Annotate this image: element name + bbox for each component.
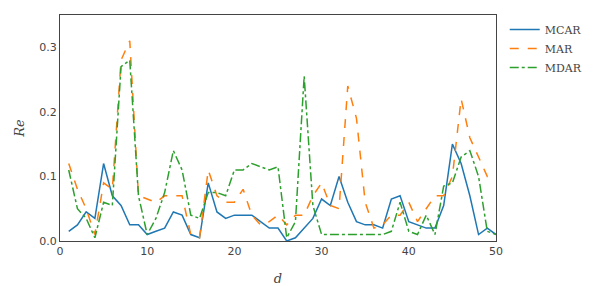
svg-text:MCAR: MCAR <box>545 24 582 37</box>
svg-text:20: 20 <box>227 245 241 258</box>
svg-text:MAR: MAR <box>545 43 573 56</box>
svg-text:50: 50 <box>489 245 503 258</box>
svg-text:40: 40 <box>402 245 416 258</box>
svg-text:0.3: 0.3 <box>39 41 57 54</box>
svg-text:0.2: 0.2 <box>39 106 57 119</box>
svg-text:0.0: 0.0 <box>39 235 57 248</box>
svg-text:d: d <box>274 271 282 286</box>
svg-text:MDAR: MDAR <box>545 62 582 75</box>
svg-text:0.1: 0.1 <box>39 170 57 183</box>
svg-text:30: 30 <box>315 245 329 258</box>
svg-text:Re: Re <box>12 119 27 138</box>
svg-text:0: 0 <box>57 245 64 258</box>
svg-text:10: 10 <box>140 245 154 258</box>
